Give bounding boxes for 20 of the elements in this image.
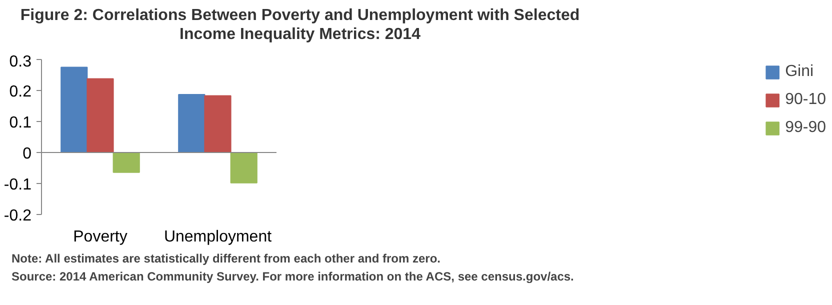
x-tick-label: Unemployment [164,228,272,246]
legend-label: 99-90 [785,119,826,137]
bar [230,152,258,184]
y-tick-label: -0.2 [4,208,32,224]
x-tick-label: Poverty [73,228,128,246]
legend-label: 90-10 [785,91,826,109]
y-tick-label: 0.2 [9,84,32,100]
y-tick-label: 0 [22,146,32,162]
legend-label: Gini [785,63,814,81]
y-tick-label: 0.1 [9,114,32,132]
text: Note: All estimates are statistically different from each other and from zero. [12,252,440,266]
bar [86,78,114,153]
source-note: Source: 2014 American Community Survey. For more information on the ACS, see census.gov/acs. [12,270,574,284]
bar [60,66,88,153]
y-tick-label: -0.1 [4,176,32,194]
y-tick-label: 0.3 [9,54,32,70]
bar [112,152,140,173]
chart-title: Figure 2: Correlations Between Poverty and Unemployment with Selected Income Inequality Metrics: 2014 [19,6,581,44]
bar [178,94,206,153]
bar [204,95,232,153]
